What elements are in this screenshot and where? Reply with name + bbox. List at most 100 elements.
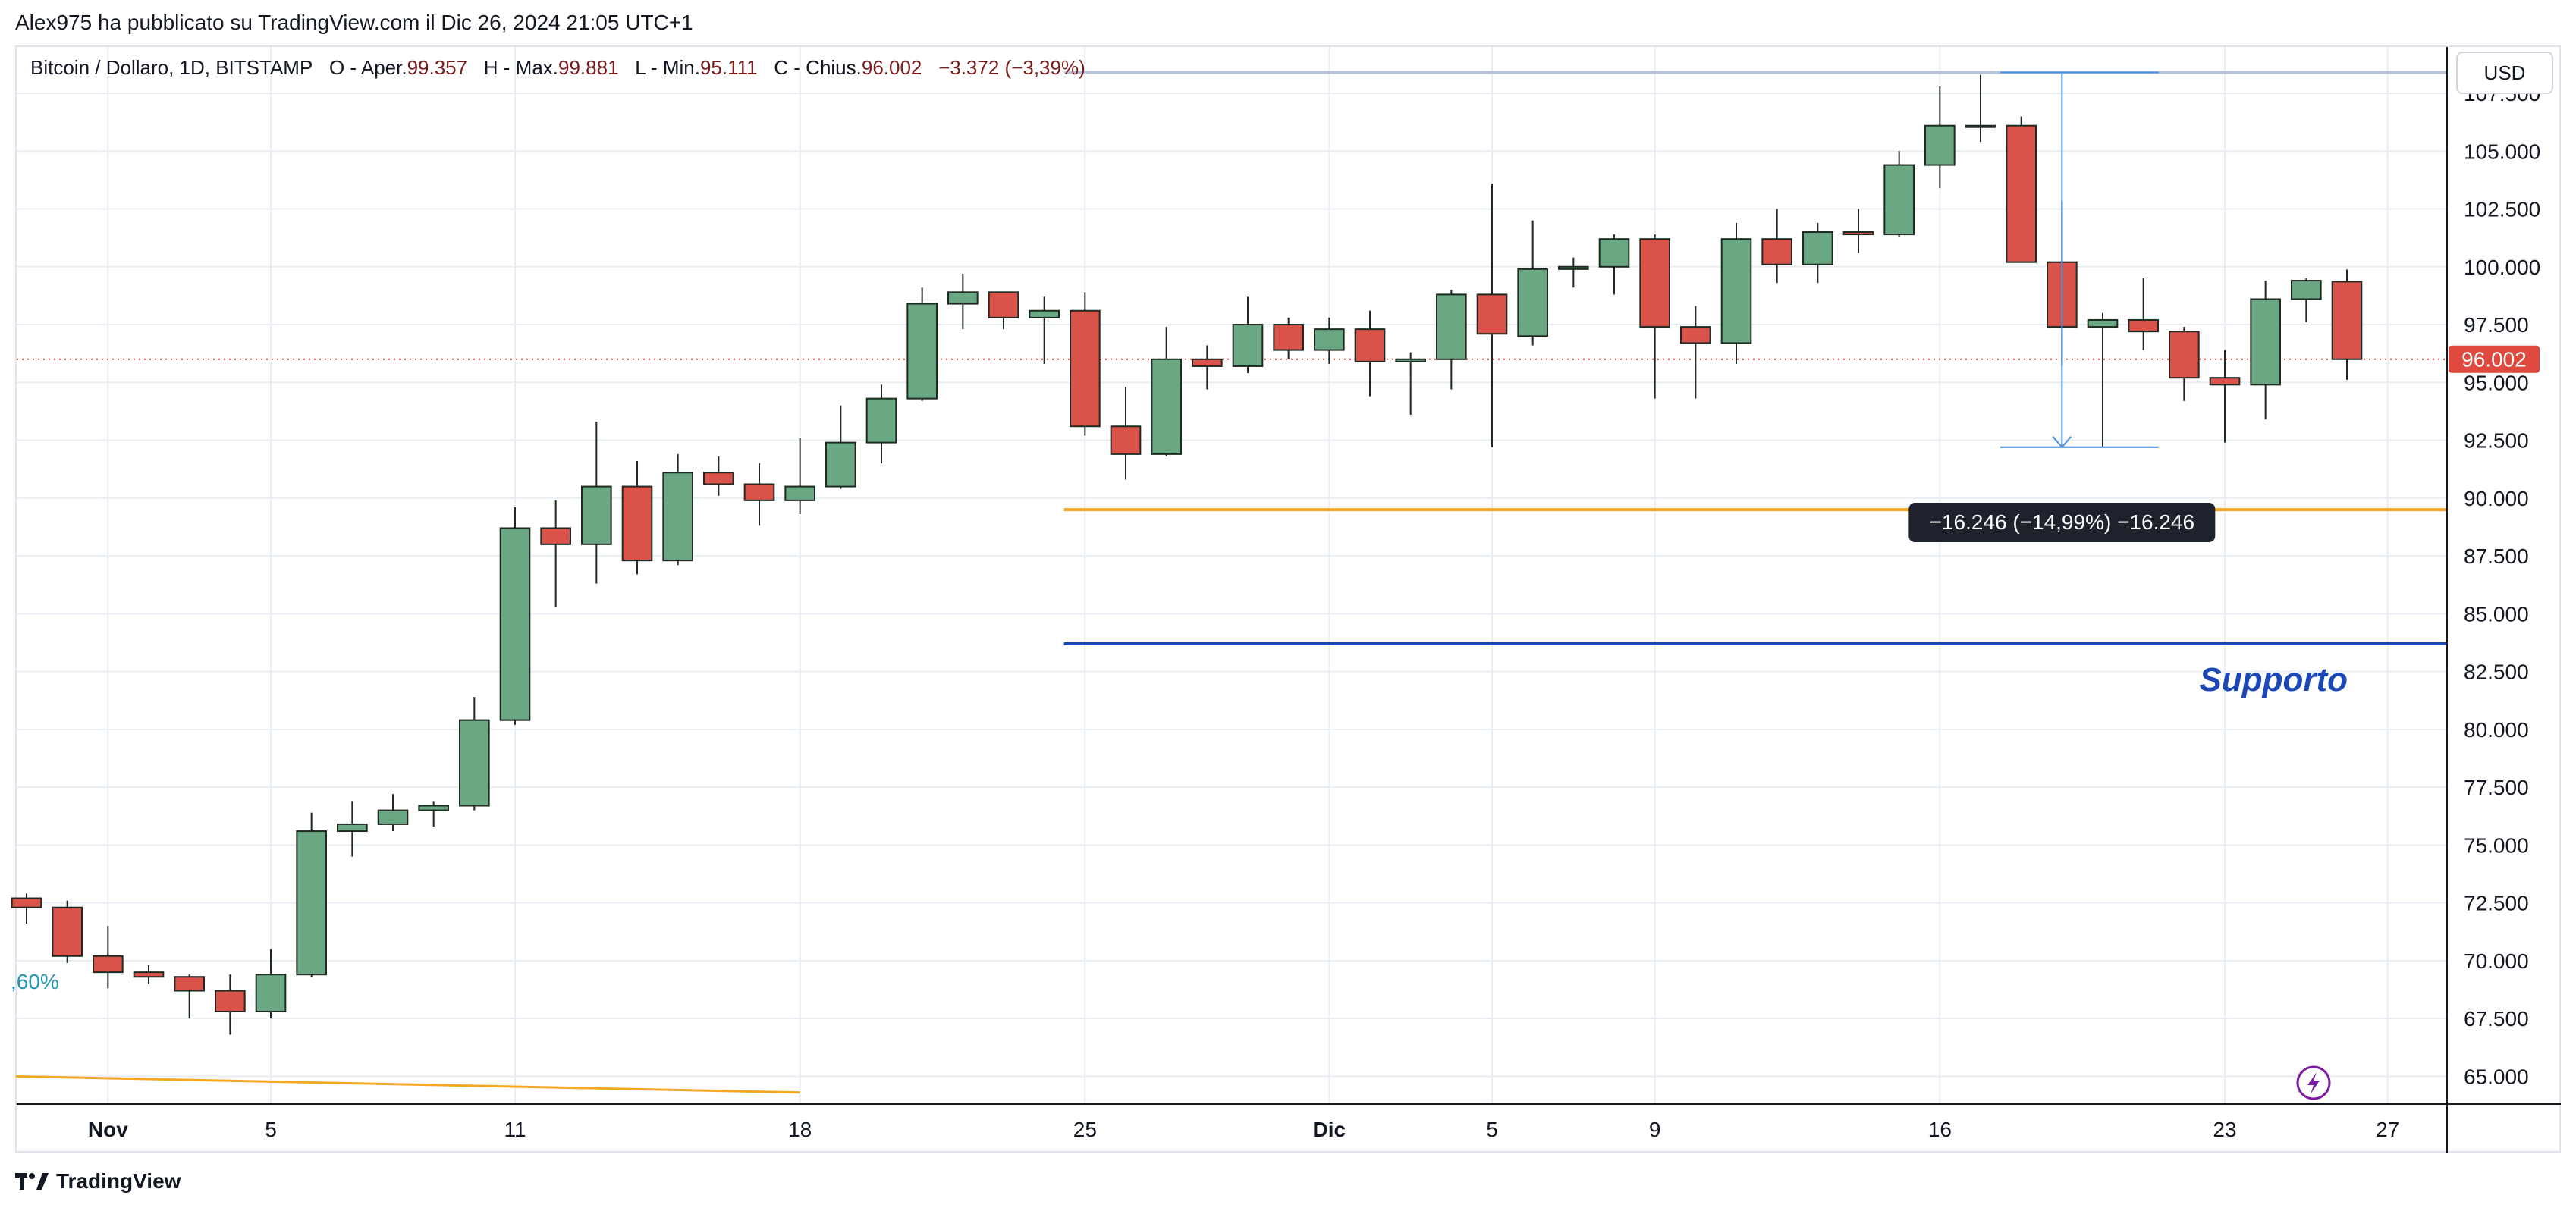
y-axis: 107.500105.000102.500100.00097.50095.000… bbox=[2446, 47, 2540, 1153]
candle-body-up bbox=[1802, 231, 1833, 265]
last-price-label: 96.002 bbox=[2461, 348, 2527, 372]
candle bbox=[703, 456, 734, 496]
candle bbox=[2331, 269, 2363, 380]
candle-body-up bbox=[906, 303, 938, 400]
candle-body-down bbox=[11, 897, 42, 908]
candle-body-up bbox=[825, 441, 856, 488]
candle-body-down bbox=[1110, 425, 1142, 455]
candle-body-down bbox=[93, 955, 124, 974]
candle bbox=[1517, 220, 1548, 346]
currency-button[interactable]: USD bbox=[2456, 52, 2553, 94]
close-value: 96.002 bbox=[861, 56, 922, 79]
open-label: O - Aper. bbox=[328, 56, 407, 79]
candle-body-up bbox=[1720, 238, 1752, 344]
x-tick-label: Nov bbox=[88, 1118, 128, 1141]
candles-layer bbox=[11, 74, 2363, 1035]
y-tick-label: 97.500 bbox=[2464, 313, 2529, 337]
low-label: L - Min. bbox=[635, 56, 700, 79]
candle bbox=[1761, 209, 1792, 284]
candle-body-down bbox=[2169, 331, 2200, 379]
x-tick-label: 11 bbox=[504, 1118, 526, 1141]
candle bbox=[581, 422, 612, 584]
candle bbox=[1883, 151, 1915, 237]
candle bbox=[1029, 296, 1060, 364]
candle bbox=[784, 438, 815, 515]
low-value: 95.111 bbox=[699, 56, 758, 79]
candle bbox=[906, 287, 938, 401]
candle-body-up bbox=[1314, 328, 1345, 351]
candle-body-down bbox=[1680, 326, 1711, 344]
candle bbox=[1395, 352, 1426, 416]
candle-body-down bbox=[1070, 309, 1101, 428]
candle-body-up bbox=[377, 809, 409, 825]
x-tick-label: 18 bbox=[788, 1118, 812, 1141]
candle bbox=[1314, 317, 1345, 364]
y-tick-label: 102.500 bbox=[2464, 198, 2540, 221]
measure-label-box bbox=[1908, 503, 2216, 542]
candle bbox=[11, 893, 42, 924]
candle bbox=[662, 453, 693, 566]
candle-body-up bbox=[418, 805, 449, 811]
candle bbox=[1110, 387, 1142, 480]
tradingview-logo[interactable]: TradingView bbox=[15, 1169, 181, 1194]
y-tick-label: 85.000 bbox=[2464, 602, 2529, 626]
y-tick-label: 75.000 bbox=[2464, 833, 2529, 857]
candle-body-up bbox=[784, 485, 815, 501]
candle bbox=[1151, 327, 1182, 456]
candle bbox=[1842, 209, 1874, 253]
candle bbox=[2169, 327, 2200, 401]
y-tick-label: 87.500 bbox=[2464, 544, 2529, 568]
candle bbox=[1598, 234, 1630, 295]
candle bbox=[1436, 290, 1467, 390]
measure-label: −16.246 (−14,99%) −16.246 bbox=[1930, 510, 2195, 534]
close-label: C - Chius. bbox=[774, 56, 862, 79]
lightning-icon-bolt bbox=[2307, 1072, 2320, 1094]
candle bbox=[2250, 281, 2281, 420]
candle bbox=[1232, 296, 1264, 374]
lightning-icon[interactable] bbox=[2296, 1065, 2331, 1100]
y-tick-label: 100.000 bbox=[2464, 256, 2540, 279]
candle-body-up bbox=[1965, 124, 1996, 128]
candle bbox=[1924, 86, 1956, 189]
candle-body-down bbox=[1476, 293, 1508, 335]
candle bbox=[1558, 257, 1589, 288]
candle-body-up bbox=[255, 974, 287, 1012]
candle bbox=[1192, 345, 1223, 390]
candle-body-down bbox=[1842, 231, 1874, 236]
candle bbox=[377, 794, 409, 832]
candle bbox=[255, 949, 287, 1019]
candle bbox=[621, 461, 653, 575]
y-tick-label: 67.500 bbox=[2464, 1007, 2529, 1031]
candle-body-up bbox=[662, 472, 693, 562]
annotations-layer: −16.246 (−14,99%) −16.246 Supporto ,60% bbox=[11, 71, 2348, 1100]
candle-body-up bbox=[1232, 324, 1264, 367]
last-price-tag bbox=[2449, 345, 2540, 373]
candle bbox=[2006, 116, 2037, 263]
candle-body-down bbox=[133, 971, 165, 978]
candle bbox=[1680, 306, 1711, 399]
x-tick-label: Dic bbox=[1313, 1118, 1346, 1141]
candle bbox=[1965, 74, 1996, 143]
candle-body-down bbox=[2331, 281, 2363, 360]
candle-body-down bbox=[2006, 124, 2037, 263]
candle bbox=[540, 500, 571, 607]
candle-body-up bbox=[1598, 238, 1630, 268]
x-tick-label: 5 bbox=[1486, 1118, 1498, 1141]
ohlc-legend: Bitcoin / Dollaro, 1D, BITSTAMP O - Aper… bbox=[30, 56, 1085, 80]
chart-frame bbox=[15, 45, 2561, 1153]
candle bbox=[52, 900, 83, 963]
candle bbox=[2087, 312, 2119, 447]
candle bbox=[1070, 292, 1101, 436]
candle bbox=[93, 926, 124, 989]
candle-body-up bbox=[865, 397, 897, 444]
y-tick-label: 95.000 bbox=[2464, 371, 2529, 394]
candle bbox=[1802, 222, 1833, 284]
symbol-name[interactable]: Bitcoin / Dollaro, 1D, BITSTAMP bbox=[30, 56, 313, 79]
candle-body-down bbox=[1639, 238, 1670, 328]
candle-body-down bbox=[52, 906, 83, 957]
candle bbox=[947, 273, 979, 330]
orange-trend-line bbox=[15, 1075, 800, 1094]
candle-body-up bbox=[947, 291, 979, 305]
candle-body-up bbox=[459, 719, 490, 807]
